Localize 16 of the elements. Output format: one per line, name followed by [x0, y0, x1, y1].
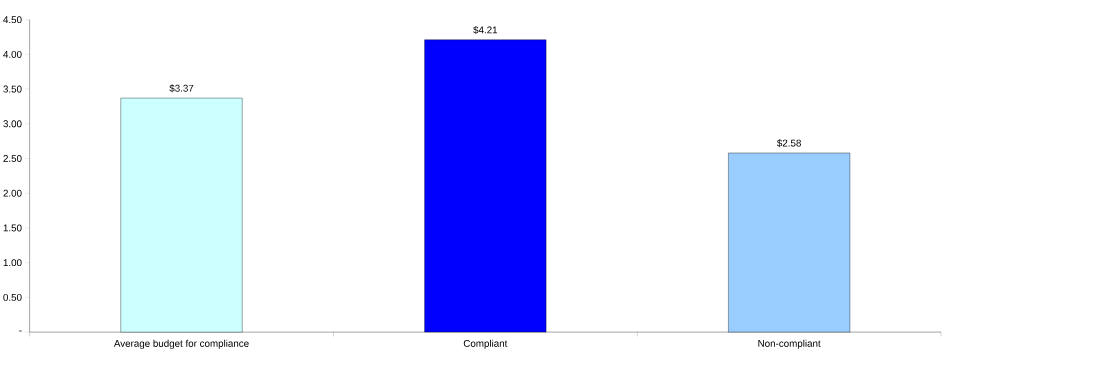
y-tick-label: -	[19, 330, 22, 332]
data-label: $4.21	[473, 25, 498, 34]
y-tick-label: 3.50	[3, 85, 22, 93]
x-tick-label: Compliant	[463, 339, 508, 349]
data-label: $2.58	[777, 139, 801, 148]
y-tick-label: 2.00	[3, 189, 22, 197]
y-tick-label: 3.00	[3, 120, 22, 128]
y-tick-label: 4.00	[3, 50, 22, 58]
data-label: $3.37	[169, 84, 194, 93]
y-tick-label: 1.00	[3, 259, 22, 267]
y-tick-label: 1.50	[3, 224, 22, 232]
y-tick-label: 0.50	[3, 293, 22, 301]
x-tick-label: Non-compliant	[758, 339, 821, 349]
y-tick-label: 2.50	[3, 154, 22, 162]
x-tick-label: Average budget for compliance	[113, 339, 249, 349]
y-tick-label: 4.50	[3, 16, 22, 24]
